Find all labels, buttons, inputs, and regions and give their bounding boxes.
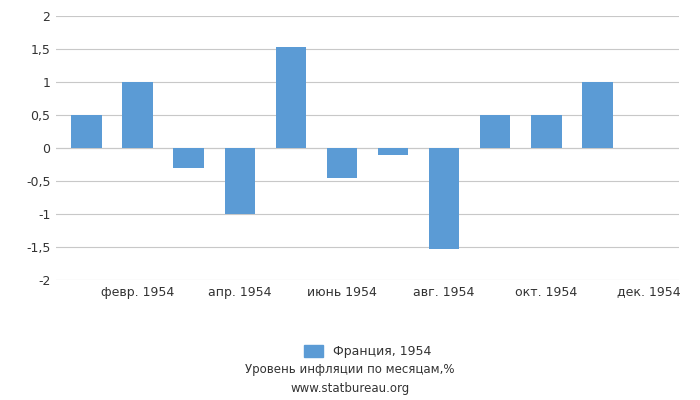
Bar [429,148,459,249]
Bar [225,148,256,214]
Bar [71,115,102,148]
Bar [378,148,408,154]
Legend: Франция, 1954: Франция, 1954 [298,339,438,364]
Bar [122,82,153,148]
Text: Уровень инфляции по месяцам,%: Уровень инфляции по месяцам,% [245,364,455,376]
Bar [582,82,612,148]
Bar [327,148,357,178]
Bar [174,148,204,168]
Bar [531,115,561,148]
Bar [276,47,306,148]
Text: www.statbureau.org: www.statbureau.org [290,382,410,395]
Bar [480,115,510,148]
